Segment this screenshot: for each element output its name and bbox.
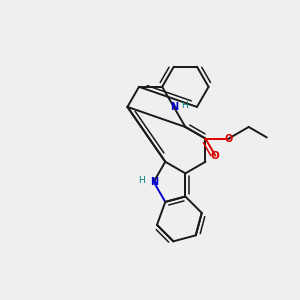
Text: N: N bbox=[150, 177, 158, 187]
Text: H: H bbox=[181, 101, 188, 110]
Text: H: H bbox=[138, 176, 145, 185]
Text: O: O bbox=[224, 134, 233, 144]
Text: N: N bbox=[170, 102, 178, 112]
Text: O: O bbox=[211, 151, 220, 160]
